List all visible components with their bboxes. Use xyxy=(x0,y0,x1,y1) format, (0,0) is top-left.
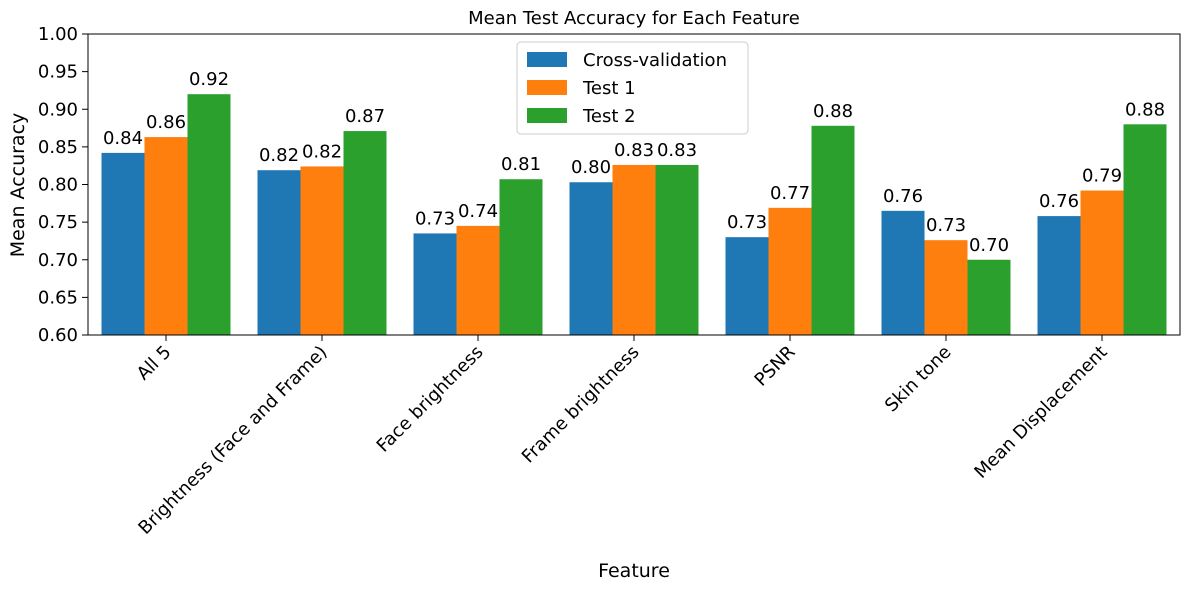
y-tick-label: 0.90 xyxy=(38,99,78,120)
bar-value-label: 0.88 xyxy=(813,101,853,122)
x-tick-label: Skin tone xyxy=(881,342,956,417)
bar-test-2-2 xyxy=(499,179,543,335)
legend-swatch xyxy=(527,80,567,95)
bar-test-2-3 xyxy=(655,164,699,335)
legend-label: Test 2 xyxy=(582,106,636,127)
bar-cross-validation-4 xyxy=(725,237,769,335)
bar-value-label: 0.73 xyxy=(415,208,455,229)
bar-value-label: 0.83 xyxy=(614,140,654,161)
bar-value-label: 0.73 xyxy=(727,212,767,233)
y-tick-label: 0.85 xyxy=(38,137,78,158)
bar-value-label: 0.70 xyxy=(969,235,1009,256)
bar-test-1-3 xyxy=(612,164,656,335)
legend-label: Cross-validation xyxy=(583,50,727,71)
legend-label: Test 1 xyxy=(582,78,636,99)
legend-box xyxy=(516,41,749,135)
y-tick-label: 0.95 xyxy=(38,62,78,83)
legend-swatch xyxy=(527,52,567,67)
bar-value-label: 0.77 xyxy=(770,183,810,204)
legend: Cross-validation Test 1 Test 2 xyxy=(516,41,749,135)
x-tick-label: PSNR xyxy=(751,342,800,391)
bar-test-1-1 xyxy=(300,166,344,335)
bar-value-label: 0.74 xyxy=(458,201,498,222)
bar-cross-validation-1 xyxy=(257,170,301,335)
y-tick-label: 0.60 xyxy=(38,325,78,346)
bar-test-1-2 xyxy=(456,225,500,335)
bar-value-label: 0.76 xyxy=(1039,191,1079,212)
bar-cross-validation-5 xyxy=(881,210,925,335)
y-tick-label: 0.75 xyxy=(38,212,78,233)
x-tick-label: Face brightness xyxy=(373,342,488,457)
bar-value-label: 0.80 xyxy=(571,157,611,178)
y-tick-label: 0.65 xyxy=(38,287,78,308)
bar-value-labels: 0.840.820.730.800.730.76 0.760.860.820.74… xyxy=(103,69,1165,256)
bar-test-1-0 xyxy=(144,137,188,335)
y-tick-label: 0.70 xyxy=(38,250,78,271)
bar-value-label: 0.79 xyxy=(1082,166,1122,187)
bar-cross-validation-3 xyxy=(569,182,613,335)
x-tick-label: Brightness (Face and Frame) xyxy=(134,342,331,539)
bar-test-2-5 xyxy=(967,259,1011,335)
bar-test-2-1 xyxy=(343,131,387,335)
bar-test-2-0 xyxy=(187,94,231,335)
bar-test-2-4 xyxy=(811,125,855,336)
x-tick-label: All 5 xyxy=(133,342,176,385)
bar-value-label: 0.86 xyxy=(146,112,186,133)
bar-value-label: 0.92 xyxy=(189,69,229,90)
bar-cross-validation-0 xyxy=(101,152,145,335)
bar-value-label: 0.87 xyxy=(345,106,385,127)
bar-value-label: 0.81 xyxy=(501,154,541,175)
y-axis-label: Mean Accuracy xyxy=(7,113,29,258)
bar-value-label: 0.73 xyxy=(926,215,966,236)
bar-value-label: 0.82 xyxy=(259,145,299,166)
x-tick-label: Frame brightness xyxy=(518,342,644,468)
bar-value-label: 0.82 xyxy=(302,141,342,162)
bar-test-1-5 xyxy=(924,240,968,335)
x-axis-label: Feature xyxy=(598,560,670,582)
bar-test-1-4 xyxy=(768,207,812,335)
bar-cross-validation-2 xyxy=(413,233,457,335)
bar-value-label: 0.76 xyxy=(883,186,923,207)
bar-test-1-6 xyxy=(1080,190,1124,335)
bars xyxy=(101,94,1167,336)
y-axis: 0.60 0.65 0.70 0.75 0.80 0.85 0.90 0.95 1.00 xyxy=(38,24,88,346)
y-tick-label: 0.80 xyxy=(38,175,78,196)
bar-cross-validation-6 xyxy=(1037,216,1081,335)
bar-value-label: 0.88 xyxy=(1125,99,1165,120)
legend-swatch xyxy=(527,108,567,123)
bar-test-2-6 xyxy=(1123,124,1167,335)
x-tick-label: Mean Displacement xyxy=(970,342,1111,483)
chart-title: Mean Test Accuracy for Each Feature xyxy=(468,8,800,29)
bar-value-label: 0.83 xyxy=(657,140,697,161)
plot-frame xyxy=(87,33,1181,336)
bar-value-label: 0.84 xyxy=(103,128,143,149)
y-tick-label: 1.00 xyxy=(38,24,78,45)
